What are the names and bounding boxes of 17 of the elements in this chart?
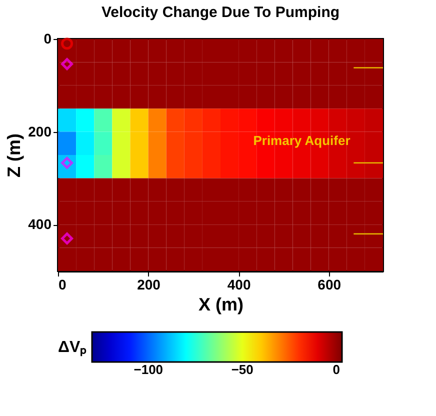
annotation: Primary Aquifer	[253, 133, 350, 148]
x-tick-label: 0	[58, 276, 66, 292]
chart-title: Velocity Change Due To Pumping	[101, 4, 340, 21]
color-bar-title: ΔVₚ	[58, 339, 88, 357]
x-tick-label: 400	[227, 276, 251, 292]
y-tick-label: 200	[28, 123, 52, 140]
y-tick-label: 0	[44, 30, 52, 46]
x-tick-label: 600	[318, 276, 342, 292]
x-axis-title: X (m)	[198, 294, 244, 314]
x-tick-label: 200	[137, 276, 161, 292]
y-tick-label: 400	[28, 216, 52, 232]
color-bar-label: 0	[332, 362, 340, 377]
color-bar-label: −50	[231, 362, 254, 377]
point	[61, 58, 74, 70]
y-axis-title: Z (m)	[4, 134, 24, 178]
color-bar-label: −100	[134, 362, 164, 377]
point	[61, 38, 74, 50]
